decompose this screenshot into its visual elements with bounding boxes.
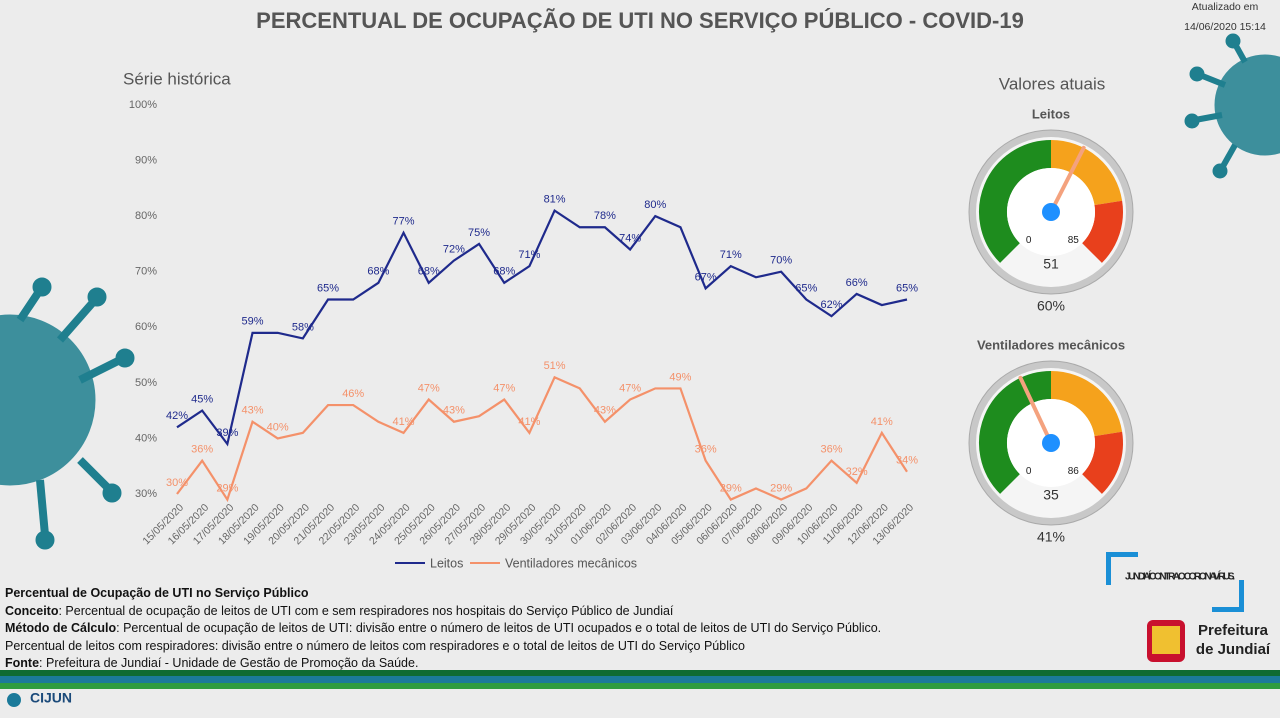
prefeitura-text: de Jundiaí [1196,641,1271,658]
data-label: 36% [191,444,213,456]
gauge-percent: 41% [1037,529,1065,545]
data-label: 51% [544,360,566,372]
data-label: 66% [846,277,868,289]
bottom-stripes [0,670,1280,689]
y-tick-label: 70% [135,266,157,278]
data-label: 58% [292,321,314,333]
data-label: 34% [896,455,918,467]
series-line [176,375,908,503]
data-label: 77% [393,216,415,228]
cijun-logo: CIJUN [7,690,72,707]
gauge-value: 35 [1043,487,1059,503]
data-label: 74% [619,232,641,244]
data-label: 67% [695,271,717,283]
data-label: 29% [720,482,742,494]
data-label: 81% [544,193,566,205]
data-label: 39% [216,427,238,439]
data-label: 32% [846,466,868,478]
gauge-min: 0 [1026,235,1032,246]
data-label: 80% [644,199,666,211]
data-label: 47% [493,382,515,394]
gauge-title: Leitos [1032,106,1070,121]
series-line [176,208,908,447]
y-tick-label: 30% [135,488,157,500]
data-label: 43% [242,405,264,417]
notes: Percentual de Ocupação de UTI no Serviço… [5,585,890,673]
note: Fonte: Prefeitura de Jundiaí - Unidade d… [5,656,419,670]
data-label: 46% [342,388,364,400]
gauge-hub [1042,434,1060,452]
data-label: 65% [896,282,918,294]
data-label: 30% [166,477,188,489]
data-label: 68% [367,266,389,278]
data-label: 36% [695,444,717,456]
campaign-logo: JUNDIAÍ CONTRA O CORONAVÍRUS. [1106,552,1244,612]
section-title: Série histórica [123,69,231,88]
data-label: 71% [518,249,540,261]
gauge-band [979,140,1052,263]
cijun-text: CIJUN [30,690,72,706]
data-label: 71% [720,249,742,261]
note: Método de Cálculo: Percentual de ocupaçã… [5,621,882,653]
data-label: 43% [443,405,465,417]
data-label: 72% [443,244,465,256]
gauge-title: Ventiladores mecânicos [977,337,1125,352]
data-label: 29% [216,482,238,494]
data-label: 68% [418,266,440,278]
gauge-band [1050,371,1123,437]
prefeitura-text: Prefeitura [1198,622,1269,639]
data-label: 59% [242,316,264,328]
prefeitura-logo: Prefeitura de Jundiaí [1147,620,1271,662]
gauge-min: 0 [1026,466,1032,477]
data-label: 36% [820,444,842,456]
y-tick-label: 60% [135,321,157,333]
data-label: 49% [669,371,691,383]
legend-label: Ventiladores mecânicos [505,556,637,570]
data-label: 29% [770,482,792,494]
legend-label: Leitos [430,556,463,570]
section-title: Valores atuais [999,74,1105,93]
gauge-value: 51 [1043,256,1059,272]
virus-decoration [0,33,1280,550]
y-tick-label: 80% [135,210,157,222]
data-label: 41% [518,416,540,428]
data-label: 45% [191,394,213,406]
note: Conceito: Percentual de ocupação de leit… [5,603,674,618]
data-label: 41% [871,416,893,428]
gauge-band [1081,431,1123,494]
gauge-hub [1042,203,1060,221]
gauge-needle [1049,145,1086,214]
gauge-needle [1018,375,1053,445]
y-tick-label: 100% [129,99,157,111]
gauge-percent: 60% [1037,298,1065,314]
campaign-text: JUNDIAÍ CONTRA O CORONAVÍRUS. [1125,570,1235,583]
data-label: 43% [594,405,616,417]
updated-label: Atualizado em [1192,1,1259,13]
data-label: 65% [317,282,339,294]
gauge-band [1081,200,1123,263]
data-label: 75% [468,227,490,239]
data-label: 41% [393,416,415,428]
data-label: 70% [770,255,792,267]
data-label: 47% [619,382,641,394]
data-label: 47% [418,382,440,394]
gauge-band [1050,140,1123,206]
gauge-band [979,371,1052,494]
data-label: 78% [594,210,616,222]
y-tick-label: 40% [135,432,157,444]
data-label: 42% [166,410,188,422]
title: PERCENTUAL DE OCUPAÇÃO DE UTI NO SERVIÇO… [256,8,1024,33]
y-tick-label: 50% [135,377,157,389]
gauge-max: 86 [1068,466,1080,477]
gauge-max: 85 [1068,235,1080,246]
data-label: 68% [493,266,515,278]
data-label: 40% [267,421,289,433]
y-tick-label: 90% [135,154,157,166]
data-label: 65% [795,282,817,294]
notes-heading: Percentual de Ocupação de UTI no Serviço… [5,586,309,600]
updated-at: 14/06/2020 15:14 [1184,21,1266,33]
data-label: 62% [820,299,842,311]
